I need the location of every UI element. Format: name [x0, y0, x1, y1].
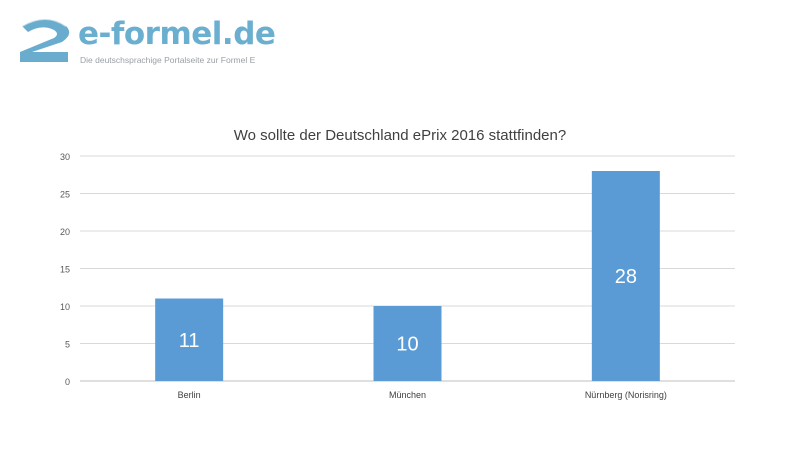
x-tick-label: Nürnberg (Norisring) — [585, 390, 667, 400]
y-tick-label: 15 — [60, 265, 70, 275]
x-tick-label: Berlin — [178, 390, 201, 400]
e-logo-icon — [20, 18, 70, 62]
bar — [373, 306, 442, 381]
logo-name: e-formel.de — [78, 16, 276, 52]
logo-tagline: Die deutschsprachige Portalseite zur For… — [80, 55, 256, 65]
y-tick-label: 5 — [65, 340, 70, 350]
bar-data-label: 11 — [179, 330, 200, 352]
y-tick-label: 0 — [65, 377, 70, 387]
chart-title: Wo sollte der Deutschland ePrix 2016 sta… — [234, 127, 566, 144]
y-axis-ticks: 0 5 10 15 20 25 30 — [60, 152, 70, 387]
x-axis-ticks: Berlin München Nürnberg (Norisring) — [178, 390, 667, 400]
y-tick-label: 30 — [60, 152, 70, 162]
bar — [591, 171, 660, 381]
y-tick-label: 25 — [60, 190, 70, 200]
bar-data-label: 28 — [615, 266, 637, 288]
bar — [155, 298, 224, 381]
bars: 11 10 28 — [155, 171, 660, 381]
y-tick-label: 10 — [60, 302, 70, 312]
site-logo[interactable]: e-formel.de Die deutschsprachige Portals… — [18, 16, 288, 66]
y-tick-label: 20 — [60, 227, 70, 237]
x-tick-label: München — [389, 390, 426, 400]
bar-data-label: 10 — [396, 334, 418, 356]
